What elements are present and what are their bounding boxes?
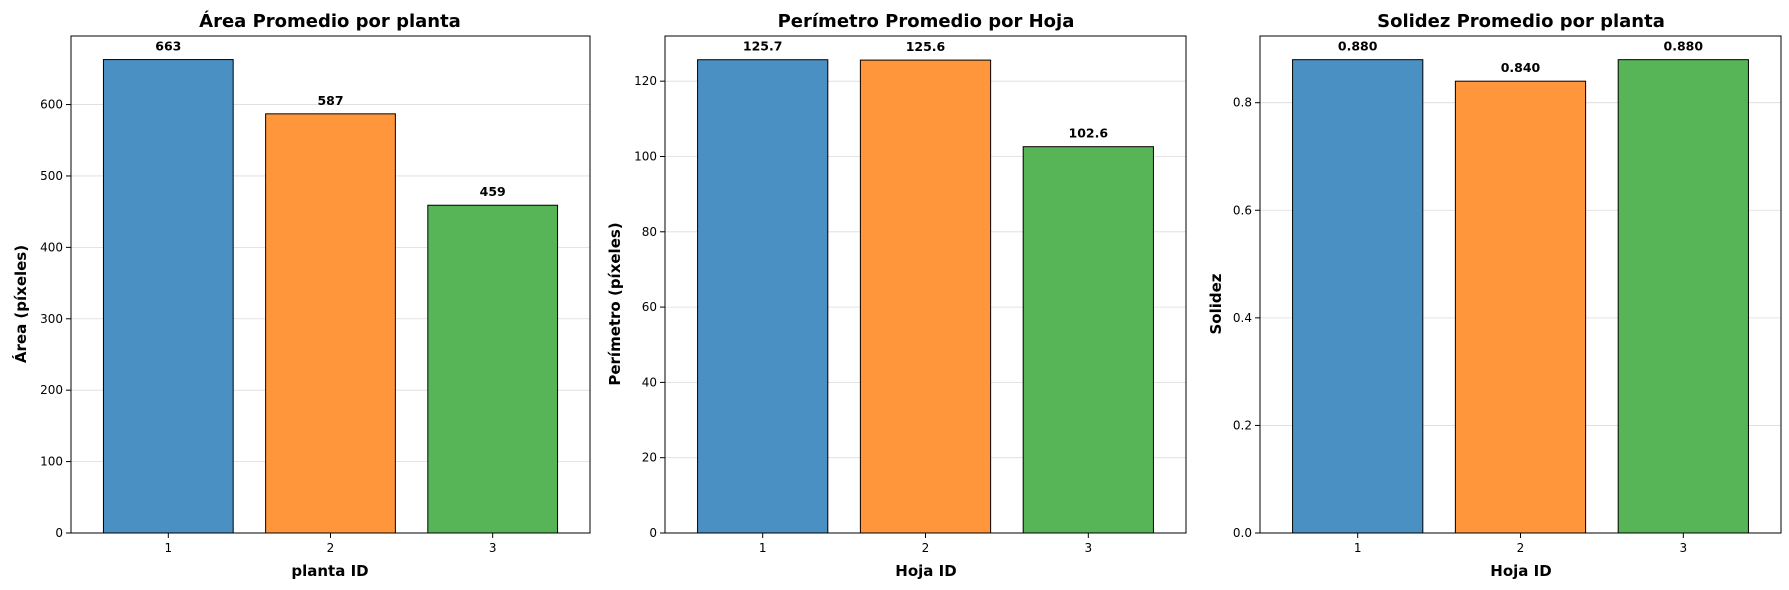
x-axis: 1 2 3 [759,533,1092,555]
y-tick-label: 300 [40,312,63,326]
y-tick-label: 20 [642,451,657,465]
x-axis: 1 2 3 [164,533,497,555]
bars: 0.880 0.840 0.880 [1292,39,1749,534]
data-label: 102.6 [1069,126,1109,141]
x-tick-label: 2 [1517,541,1525,555]
y-tick-label: 0.2 [1233,418,1252,432]
y-axis-label: Perímetro (píxeles) [606,222,624,385]
data-label: 0.880 [1664,39,1704,54]
bar-3 [427,204,559,534]
bars: 125.7 125.6 102.6 [697,39,1154,534]
y-tick-label: 40 [642,375,657,389]
data-label: 0.880 [1338,39,1378,54]
y-axis-label: Solidez [1207,273,1225,334]
x-tick-label: 2 [922,541,930,555]
chart-title: Perímetro Promedio por Hoja [778,11,1075,32]
y-tick-label: 0 [649,526,657,540]
bar-1 [1292,59,1424,534]
x-tick-label: 3 [489,541,497,555]
x-axis-label: Hoja ID [895,562,956,580]
bars: 663 587 459 [102,39,559,534]
chart-solidez-promedio: Solidez Promedio por planta Hoja ID Soli… [1207,11,1782,580]
chart-title: Solidez Promedio por planta [1377,11,1665,32]
chart-title: Área Promedio por planta [199,10,461,32]
y-tick-label: 100 [634,149,657,163]
y-tick-label: 120 [634,74,657,88]
y-tick-label: 200 [40,383,63,397]
y-tick-label: 0 [55,526,63,540]
data-label: 459 [480,184,506,199]
bar-3 [1022,146,1154,534]
y-axis: 0 20 40 60 80 100 120 [634,74,665,540]
bar-2 [265,113,396,534]
chart-area-promedio: Área Promedio por planta planta ID Área … [11,10,591,580]
bar-3 [1617,59,1749,534]
data-label: 587 [317,93,343,108]
bar-2 [859,59,992,534]
y-axis: 0 100 200 300 400 500 600 [40,98,71,540]
x-axis: 1 2 3 [1354,533,1687,555]
x-tick-label: 2 [327,541,335,555]
x-tick-label: 3 [1084,541,1092,555]
data-label: 125.6 [906,39,946,54]
x-tick-label: 1 [759,541,767,555]
bar-1 [102,59,234,534]
y-tick-label: 80 [642,225,657,239]
bar-1 [697,59,829,534]
data-label: 663 [155,39,181,54]
y-tick-label: 600 [40,98,63,112]
data-label: 125.7 [743,39,783,54]
y-axis-label: Área (píxeles) [11,245,30,363]
y-tick-label: 100 [40,455,63,469]
x-tick-label: 1 [164,541,172,555]
x-axis-label: Hoja ID [1490,562,1551,580]
y-tick-label: 400 [40,240,63,254]
y-tick-label: 0.4 [1233,311,1252,325]
x-axis-label: planta ID [291,562,368,580]
chart-perimetro-promedio: Perímetro Promedio por Hoja Hoja ID Perí… [606,11,1187,580]
y-tick-label: 0.8 [1233,96,1252,110]
y-tick-label: 500 [40,169,63,183]
data-label: 0.840 [1501,60,1541,75]
y-tick-label: 0.0 [1233,526,1252,540]
x-tick-label: 1 [1354,541,1362,555]
bar-2 [1454,80,1587,534]
x-tick-label: 3 [1679,541,1687,555]
y-tick-label: 0.6 [1233,203,1252,217]
y-tick-label: 60 [642,300,657,314]
y-axis: 0.0 0.2 0.4 0.6 0.8 [1233,96,1260,540]
